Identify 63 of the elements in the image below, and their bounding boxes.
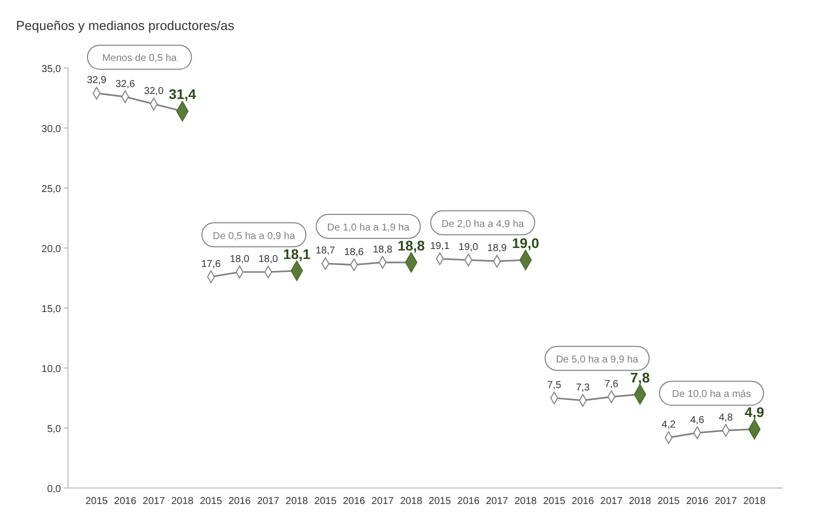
x-tick-label: 2018 — [628, 496, 652, 507]
x-tick-label: 2017 — [257, 496, 280, 507]
y-tick-label: 20,0 — [42, 244, 62, 255]
x-tick-label: 2017 — [142, 496, 166, 507]
x-tick-label: 2017 — [371, 496, 394, 507]
data-label: 4,8 — [718, 412, 734, 424]
series-label: De 1,0 ha a 1,9 ha — [327, 222, 410, 234]
text: De 2,0 ha a 4,9 ha — [442, 218, 524, 230]
x-tick-label: 2016 — [114, 496, 137, 507]
data-label: 32,6 — [115, 78, 136, 90]
y-tick-label: 0,0 — [47, 484, 62, 495]
data-label: 7,6 — [604, 378, 619, 390]
data-label: 31,4 — [168, 86, 196, 102]
x-tick-label: 2016 — [228, 496, 252, 507]
data-label: 18,7 — [316, 246, 336, 257]
x-tick-label: 2017 — [714, 496, 738, 507]
y-tick-label: 5,0 — [47, 424, 62, 435]
data-label: 17,6 — [201, 258, 222, 270]
x-tick-label: 2016 — [686, 496, 709, 507]
data-label: 19,1 — [430, 240, 450, 252]
data-label: 32,0 — [144, 86, 164, 97]
x-tick-label: 2016 — [572, 496, 594, 507]
data-label: 18,0 — [230, 254, 250, 265]
x-tick-label: 2016 — [457, 496, 480, 507]
x-tick-label: 2018 — [743, 496, 766, 507]
data-label: 7,3 — [576, 382, 590, 394]
x-tick-label: 2017 — [486, 496, 509, 507]
data-label: 7,8 — [630, 369, 650, 386]
series-label: De 5,0 ha a 9,9 ha — [556, 354, 639, 366]
data-label: 32,9 — [86, 75, 107, 86]
y-tick-label: 30,0 — [42, 124, 62, 135]
x-tick-label: 2018 — [171, 496, 194, 507]
data-label: 4,9 — [744, 404, 764, 420]
x-tick-label: 2015 — [314, 496, 337, 507]
data-label: 4,6 — [690, 414, 705, 426]
y-tick-label: 25,0 — [42, 184, 62, 195]
x-tick-label: 2017 — [600, 496, 623, 507]
data-label: 18,8 — [372, 244, 393, 256]
data-label: 18,9 — [487, 243, 508, 254]
data-label: 18,8 — [398, 237, 426, 254]
x-tick-label: 2018 — [286, 496, 308, 507]
x-tick-label: 2015 — [657, 496, 680, 507]
y-tick-label: 15,0 — [42, 304, 62, 315]
x-tick-label: 2015 — [200, 496, 223, 507]
x-tick-label: 2015 — [428, 496, 452, 507]
x-tick-label: 2018 — [514, 496, 538, 507]
data-label: 19,0 — [458, 242, 479, 253]
chart-title: Pequeños y medianos productores/as — [16, 18, 235, 33]
y-tick-label: 10,0 — [42, 364, 62, 375]
data-label: 18,0 — [258, 254, 278, 265]
y-tick-label: 35,0 — [42, 64, 62, 75]
data-label: 7,5 — [547, 380, 562, 391]
series-label: De 0,5 ha a 0,9 ha — [212, 230, 296, 242]
x-tick-label: 2016 — [342, 496, 366, 507]
text: Menos de 0,5 ha — [102, 53, 178, 64]
data-label: 18,6 — [344, 246, 364, 258]
x-tick-label: 2015 — [543, 496, 566, 507]
data-label: 4,2 — [662, 420, 676, 431]
x-tick-label: 2015 — [85, 496, 108, 507]
data-label: 19,0 — [512, 235, 540, 251]
data-label: 18,1 — [283, 246, 311, 262]
x-tick-label: 2018 — [400, 496, 423, 507]
series-label: De 10,0 ha a más — [672, 389, 751, 400]
